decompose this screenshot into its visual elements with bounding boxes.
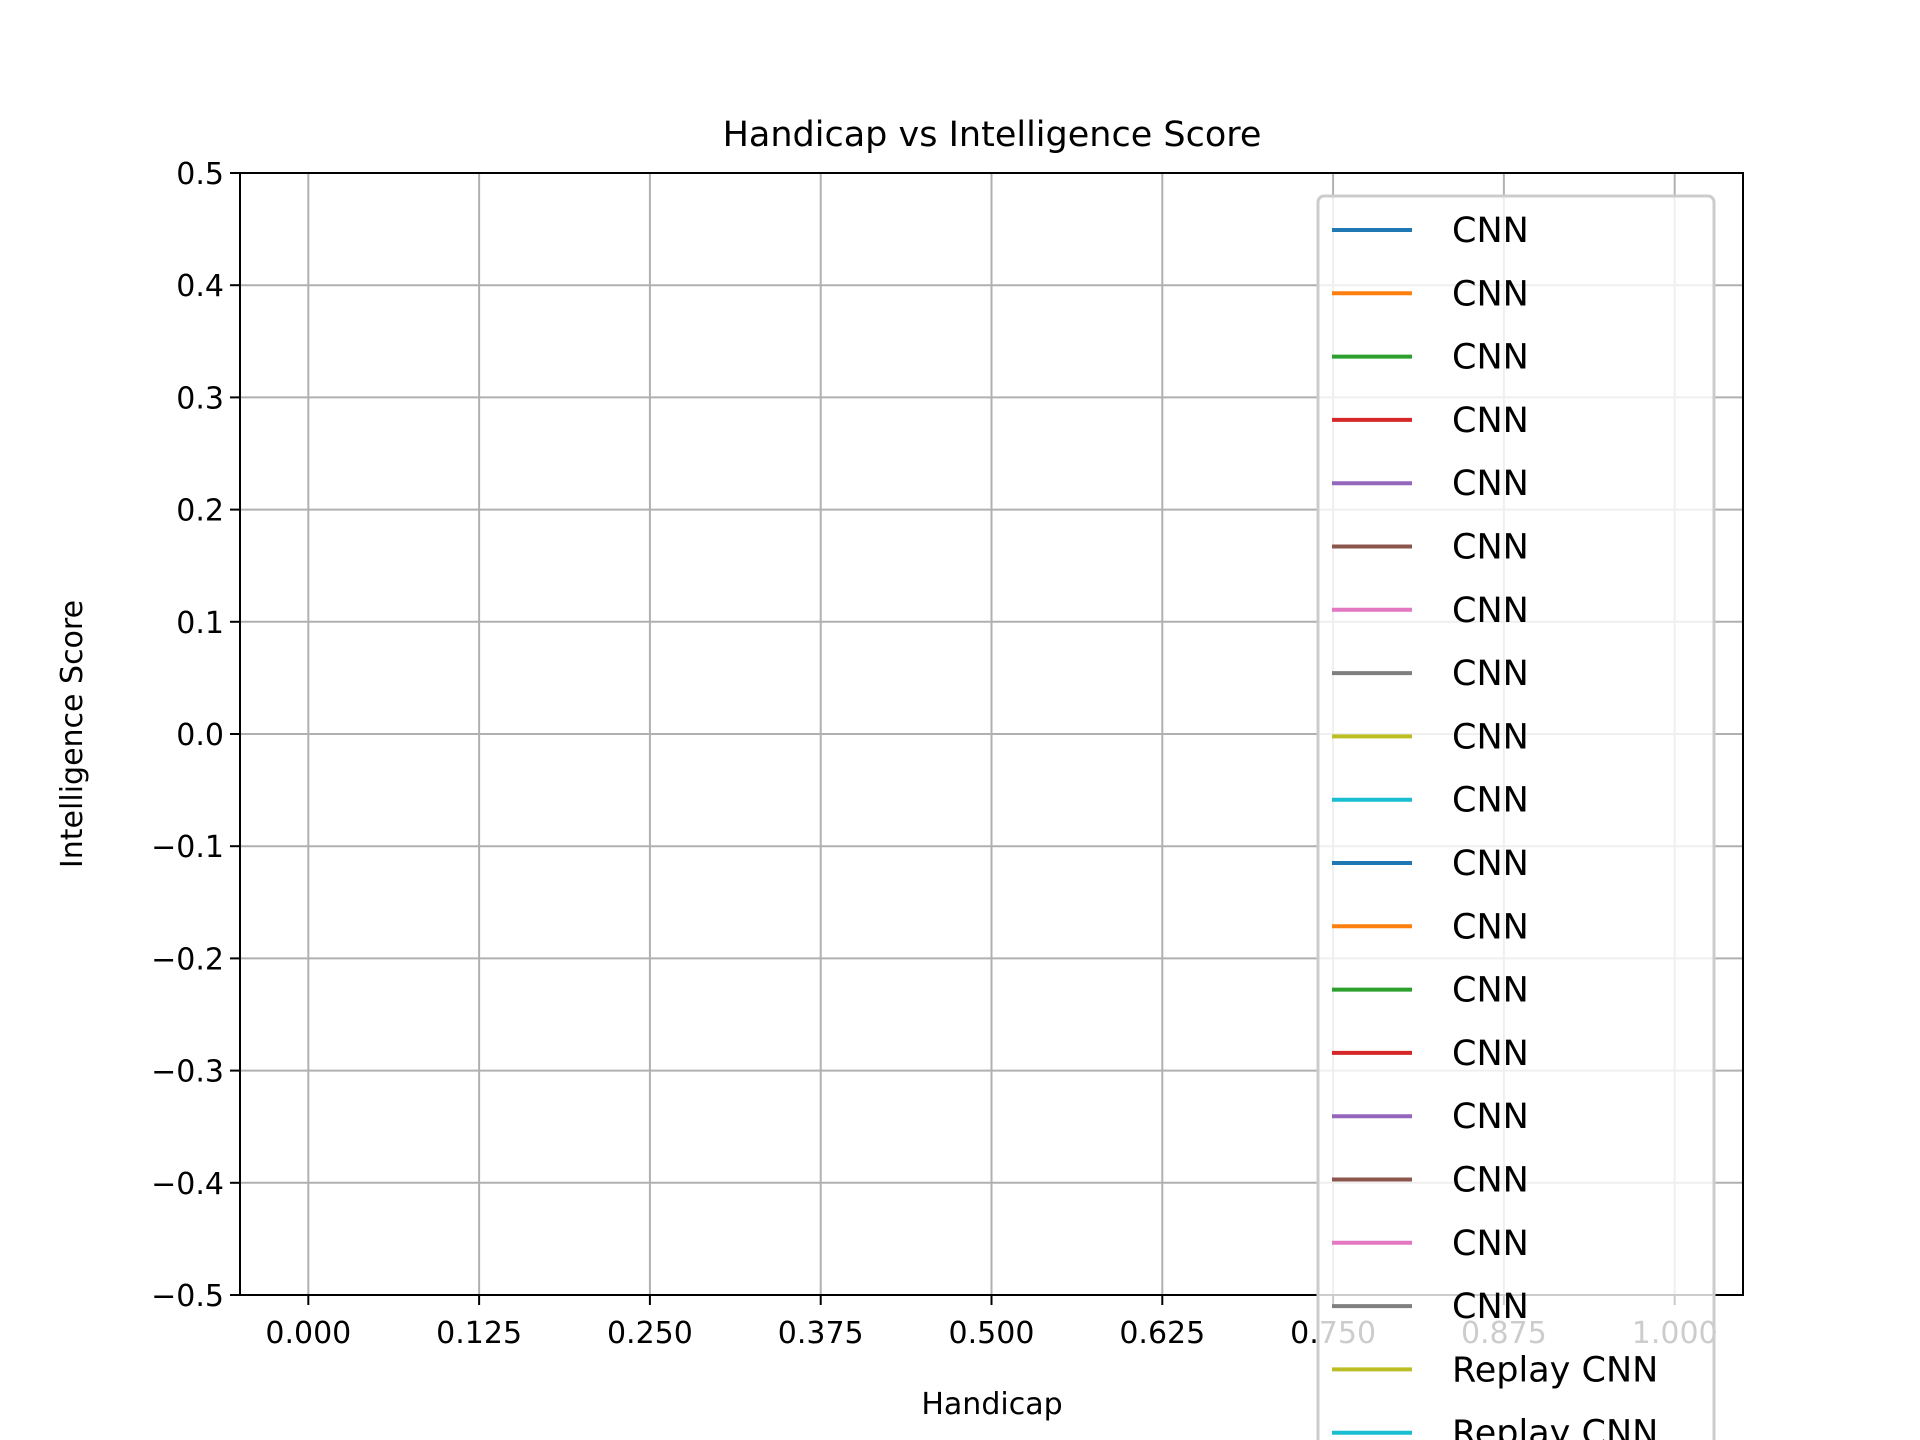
legend-label: CNN xyxy=(1452,401,1529,441)
legend-label: CNN xyxy=(1452,1224,1529,1264)
legend-label: CNN xyxy=(1452,1287,1529,1327)
y-tick-label: −0.5 xyxy=(151,1279,224,1314)
legend-label: CNN xyxy=(1452,211,1529,251)
chart-title: Handicap vs Intelligence Score xyxy=(723,115,1262,155)
legend-label: CNN xyxy=(1452,1097,1529,1137)
legend-label: CNN xyxy=(1452,1161,1529,1201)
legend-label: CNN xyxy=(1452,654,1529,694)
legend-box xyxy=(1316,194,1716,1440)
legend-label: CNN xyxy=(1452,528,1529,568)
legend-label: CNN xyxy=(1452,274,1529,314)
x-tick-label: 0.250 xyxy=(607,1316,693,1351)
legend-label: Replay CNN xyxy=(1452,1350,1658,1390)
x-tick-label: 0.500 xyxy=(949,1316,1035,1351)
legend-label: CNN xyxy=(1452,591,1529,631)
y-tick-label: 0.0 xyxy=(176,718,224,753)
legend: CNN CNN CNN CNN CNN CNN CNN CNN CNN CNN CNN CNN CNN C… xyxy=(1316,194,1716,1440)
y-tick-label: 0.3 xyxy=(176,381,224,416)
legend-label: CNN xyxy=(1452,1034,1529,1074)
legend-label: CNN xyxy=(1452,464,1529,504)
x-tick-label: 0.000 xyxy=(265,1316,351,1351)
x-axis-label: Handicap xyxy=(921,1387,1062,1422)
legend-label: CNN xyxy=(1452,717,1529,757)
legend-label: Replay CNN xyxy=(1452,1414,1658,1440)
y-tick-label: −0.4 xyxy=(151,1167,224,1202)
y-tick-label: −0.3 xyxy=(151,1055,224,1090)
x-tick-label: 0.375 xyxy=(778,1316,864,1351)
axis-ticks: 0.0000.1250.2500.3750.5000.6250.7500.875… xyxy=(151,157,1717,1351)
y-tick-label: 0.4 xyxy=(176,269,224,304)
y-tick-label: 0.1 xyxy=(176,606,224,641)
legend-label: CNN xyxy=(1452,844,1529,884)
y-tick-label: −0.2 xyxy=(151,942,224,977)
x-tick-label: 0.625 xyxy=(1119,1316,1205,1351)
legend-label: CNN xyxy=(1452,338,1529,378)
y-tick-label: 0.5 xyxy=(176,157,224,192)
legend-label: CNN xyxy=(1452,907,1529,947)
legend-label: CNN xyxy=(1452,971,1529,1011)
y-tick-label: 0.2 xyxy=(176,494,224,529)
x-tick-label: 0.125 xyxy=(436,1316,522,1351)
legend-label: CNN xyxy=(1452,781,1529,821)
y-tick-label: −0.1 xyxy=(151,830,224,865)
y-axis-label: Intelligence Score xyxy=(55,600,90,868)
